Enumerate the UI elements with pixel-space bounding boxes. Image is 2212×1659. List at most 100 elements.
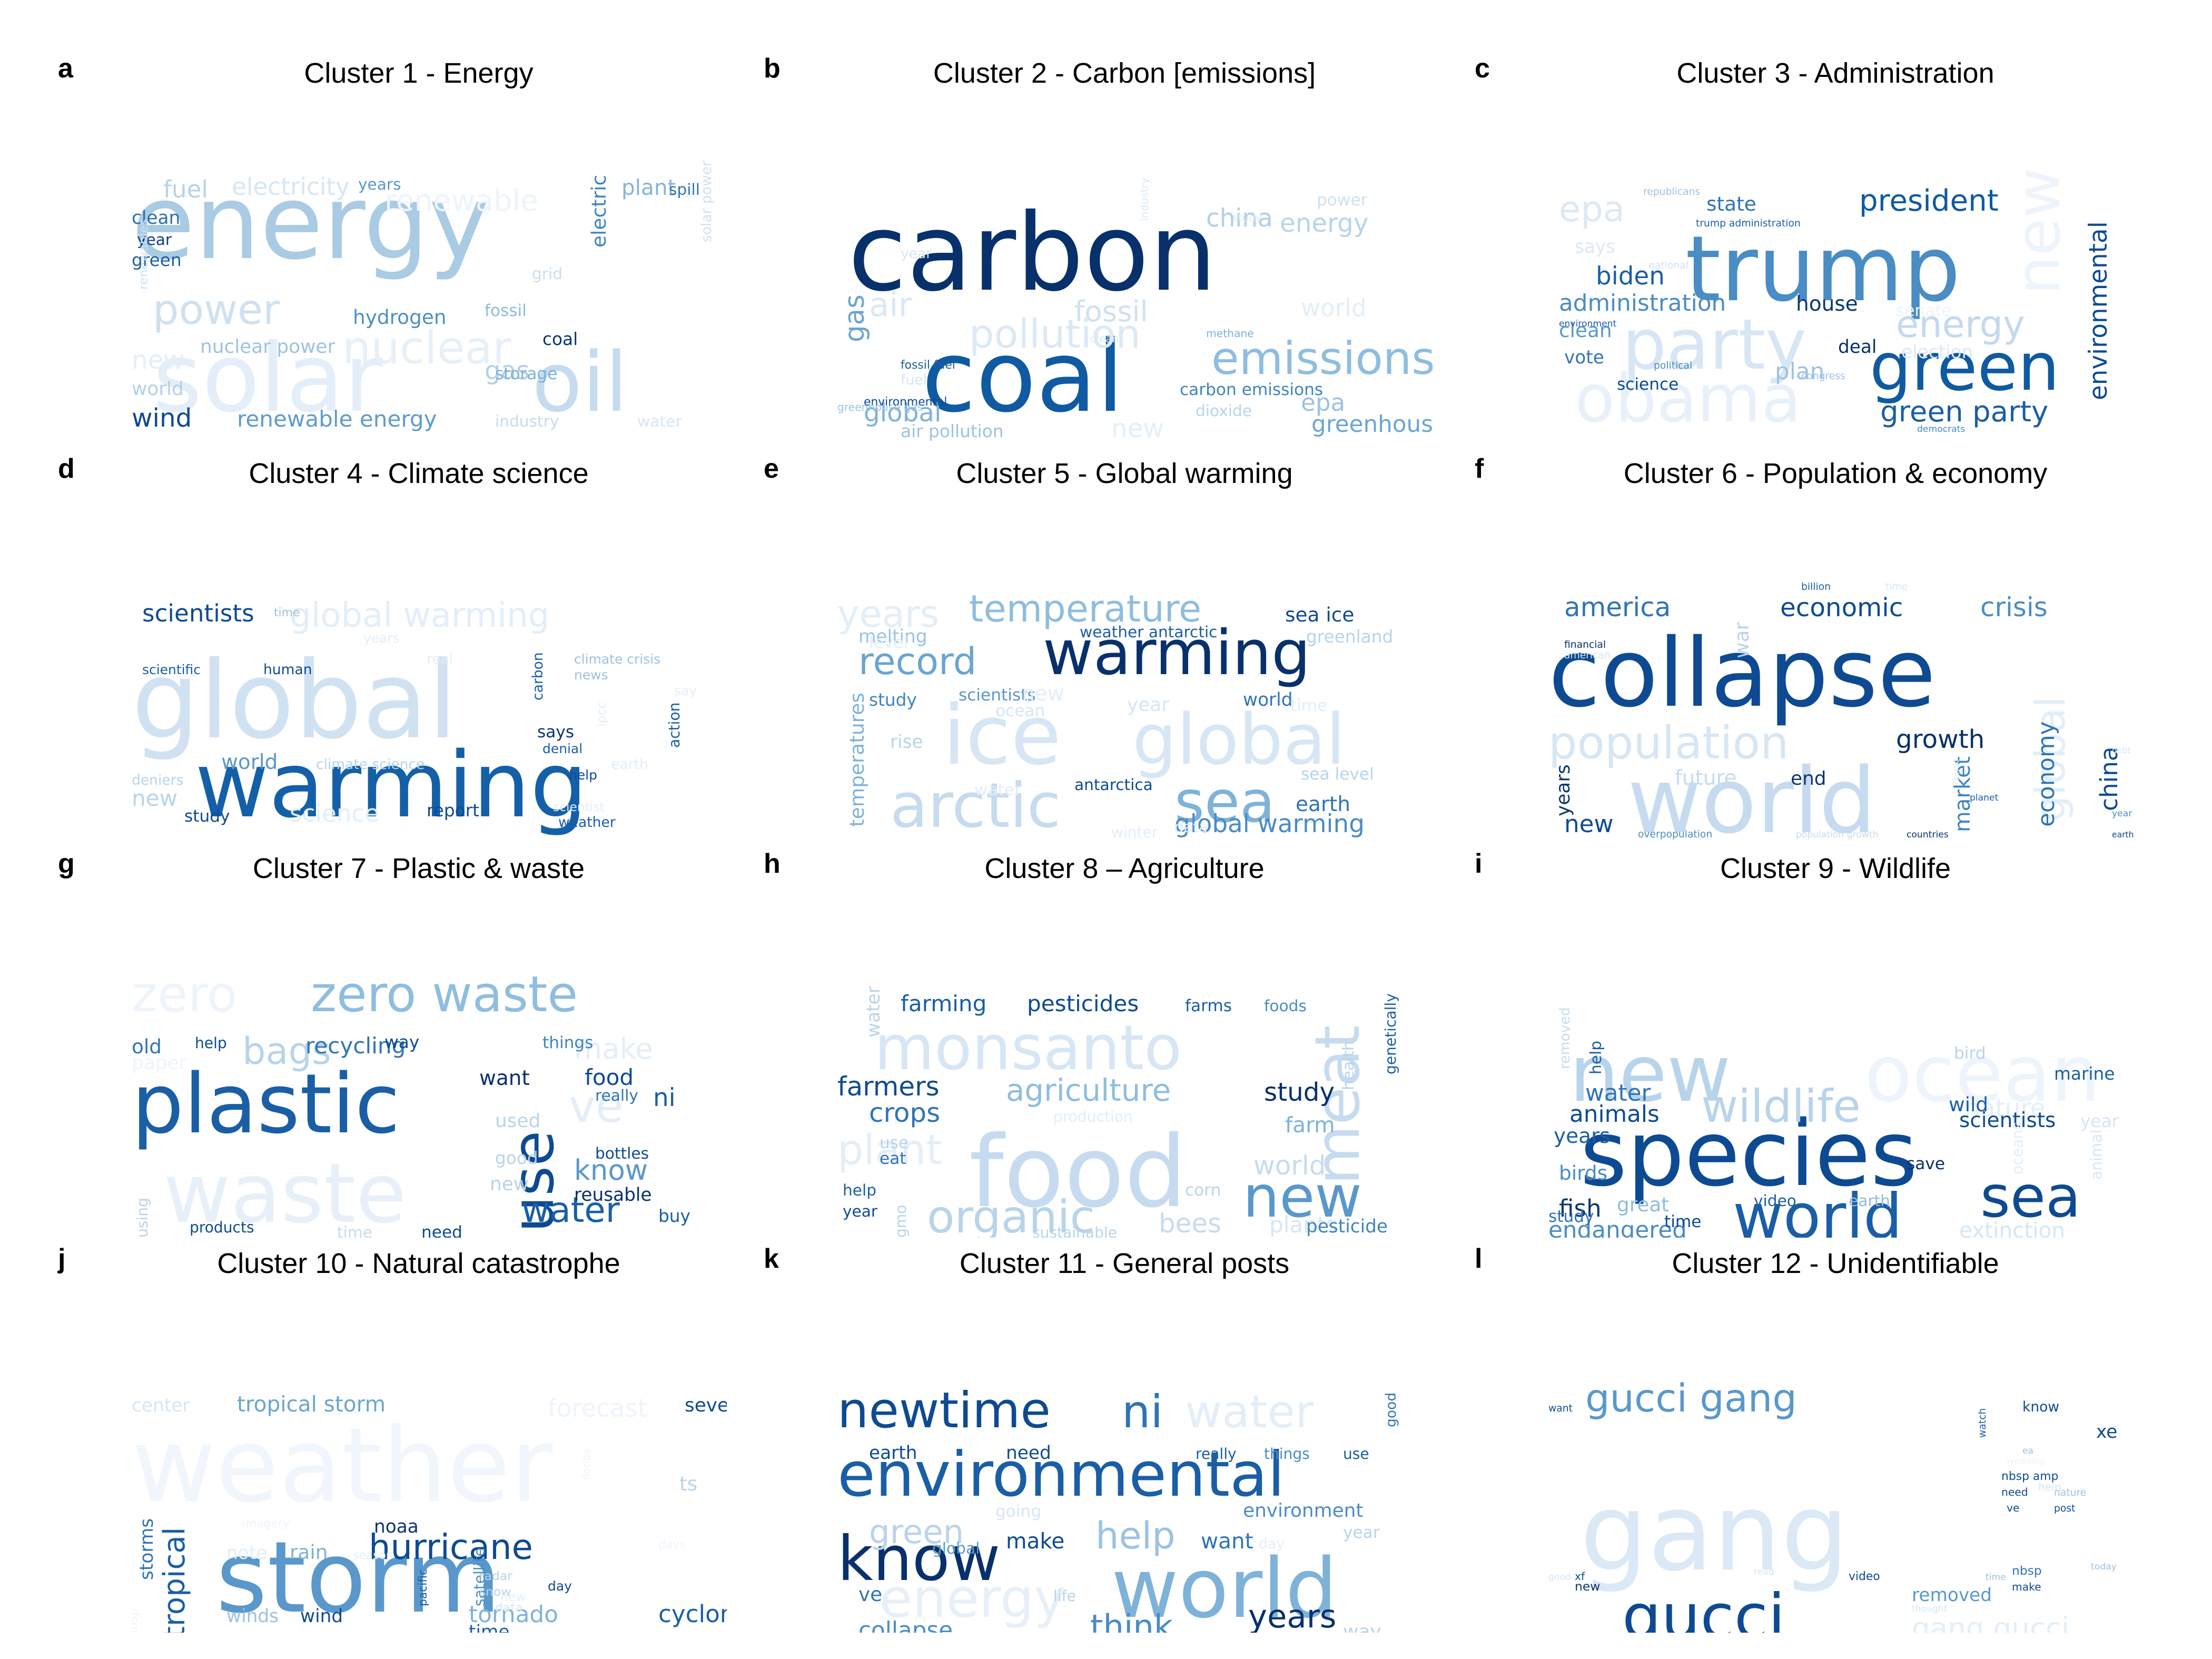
word-time: time (337, 1223, 372, 1238)
word-life: life (1053, 1587, 1076, 1605)
word-study: study (1548, 1207, 1594, 1226)
panel-k: k Cluster 11 - General posts environmental… (764, 1243, 1485, 1652)
word-nbsp-amp: nbsp amp (2001, 1470, 2058, 1483)
word-greenhouse-gas: greenhouse gas (837, 401, 923, 413)
word-environmental: environmental (864, 396, 947, 409)
word-congress: congress (1801, 371, 1845, 382)
word-really: really (1196, 1445, 1237, 1463)
word-wild: wild (1949, 1093, 1988, 1116)
word-monsanto: monsanto (874, 1012, 1182, 1084)
word-scientists: scientists (1959, 1109, 2056, 1132)
word-going: going (995, 1502, 1041, 1521)
word-paper: paper (132, 1052, 187, 1074)
word-good: good (1548, 1572, 1571, 1583)
panel-e: e Cluster 5 - Global warming warming ice glo… (764, 453, 1485, 853)
word-earth: earth (611, 756, 648, 773)
panel-h: h Cluster 8 – Agriculture food monsanto meat… (764, 848, 1485, 1248)
word-earth: earth (2112, 830, 2134, 840)
word-cloud: gang gucci gucci gang gang gucci removed xe kn… (1548, 1306, 2144, 1653)
word-report: report (427, 801, 479, 821)
word-population-growth: population growth (1796, 829, 1878, 840)
word-new: new (490, 1173, 529, 1195)
word-years: years (1554, 1124, 1610, 1148)
word-world: world (1301, 294, 1367, 322)
word-need: need (2001, 1486, 2028, 1498)
word-farming: farming (901, 991, 986, 1016)
word-bottles: bottles (595, 1144, 649, 1162)
word-hydrogen: hydrogen (353, 305, 447, 329)
word-xe: xe (2096, 1421, 2117, 1443)
word-renewables: renewables (136, 219, 151, 290)
word-satellite: satellite (471, 1547, 488, 1606)
panel-g: g Cluster 7 - Plastic & waste plastic waste… (58, 848, 779, 1248)
word-bags: bags (242, 1030, 331, 1073)
word-carbon: carbon (530, 652, 546, 700)
word-ipcc: ipcc (594, 702, 609, 727)
word-republicans: republicans (1643, 186, 1700, 197)
word-carbon: carbon (848, 191, 1217, 315)
word-economic: economic (1780, 593, 1903, 623)
word-crisis: crisis (1980, 592, 2048, 623)
word-meat: meat (1301, 1025, 1374, 1185)
word-water: water (1585, 1080, 1651, 1107)
word-biden: biden (1596, 262, 1665, 291)
word-state: state (1706, 192, 1756, 215)
word-way: way (384, 1032, 419, 1052)
word-pesticides: pesticides (1027, 991, 1139, 1016)
word-nuclear: nuclear (342, 322, 511, 374)
word-countries: countries (1907, 829, 1949, 840)
word-american: american (1564, 650, 1611, 661)
word-scientists: scientists (142, 599, 254, 627)
word-study: study (1232, 211, 1262, 224)
word-election: election (1901, 342, 1973, 363)
word-america: america (1564, 592, 1671, 623)
word-fossil-fuel: fossil fuel (901, 359, 955, 372)
word-study: study (1264, 1078, 1335, 1107)
word-water: water (863, 985, 884, 1038)
word-florida: florida (581, 1449, 592, 1480)
word-tornado: tornado (469, 1601, 558, 1628)
word-know: know (574, 1154, 648, 1187)
word-debt: debt (2112, 746, 2131, 755)
word-clean: clean (132, 208, 180, 229)
word-says: says (537, 723, 574, 742)
word-newtime: newtime (837, 1382, 1051, 1439)
word-rise: rise (890, 732, 923, 753)
word-spill: spill (669, 180, 700, 199)
word-science: science (290, 799, 379, 827)
word-food: food (585, 1064, 634, 1090)
word-think: think (1951, 760, 1962, 785)
panel-letter: h (764, 848, 781, 879)
panel-letter: j (58, 1243, 66, 1274)
word-want: want (1201, 1528, 1253, 1554)
word-rain: rain (290, 1540, 328, 1564)
word-party: party (1622, 304, 1806, 386)
panel-letter: l (1475, 1243, 1483, 1274)
word-help: help (195, 1034, 227, 1052)
word-cloud: weather storm hurricane tropical tropical st… (125, 1306, 749, 1643)
word-center: center (132, 1395, 190, 1416)
word-deal: deal (1838, 337, 1877, 358)
word-war: war (1730, 621, 1753, 658)
word-oceans: oceans (2009, 1122, 2026, 1174)
word-power: power (1317, 191, 1368, 210)
word-cloud: food monsanto meat new organic plant agricultu… (837, 911, 1433, 1243)
word-green: green (1870, 329, 2059, 406)
word-agriculture: agriculture (1006, 1072, 1171, 1108)
word-think: think (1090, 1607, 1173, 1633)
panel-c: c Cluster 3 - Administration trump party oba… (1475, 53, 2196, 453)
word-day: day (1259, 1536, 1285, 1552)
word-clean: clean (1090, 332, 1119, 345)
word-fuel: fuel (901, 372, 927, 388)
word-clean: clean (1559, 319, 1612, 342)
word-year: year (843, 1202, 878, 1220)
word-energy: energy (1280, 209, 1369, 238)
word-production: production (1053, 1108, 1133, 1125)
word-world: world (1111, 1540, 1338, 1633)
word-sea: sea (1174, 768, 1275, 835)
word-electricity: electricity (232, 173, 350, 201)
word-new: new (1575, 1579, 1600, 1594)
